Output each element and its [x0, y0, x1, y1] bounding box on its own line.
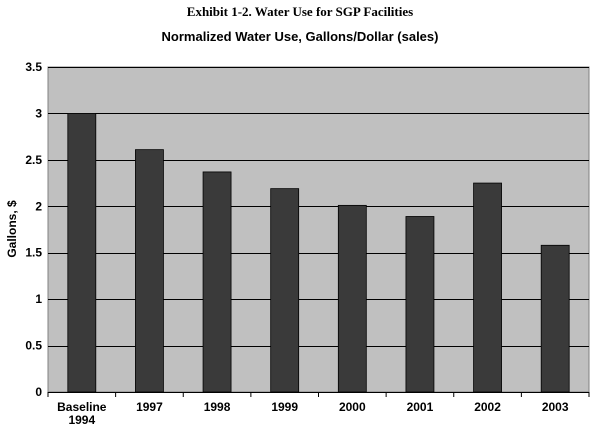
bar	[270, 188, 300, 393]
bar	[135, 149, 164, 393]
bars	[67, 113, 570, 393]
chart-title: Normalized Water Use, Gallons/Dollar (sa…	[161, 29, 439, 44]
x-tick-label: 2000	[339, 400, 366, 414]
y-tick-label: 3.5	[25, 60, 42, 74]
y-tick-label: 0	[35, 385, 42, 399]
y-tick-label: 0.5	[25, 339, 42, 353]
y-tick-label: 3	[35, 106, 42, 120]
y-tick-label: 2.5	[25, 153, 42, 167]
x-tick-label: 1997	[136, 400, 163, 414]
y-tick-labels: 0 0.5 1 1.5 2 2.5 3 3.5	[25, 60, 42, 399]
x-tick-label: 1998	[204, 400, 231, 414]
y-tick-label: 1.5	[25, 246, 42, 260]
bar	[67, 113, 97, 393]
y-axis-label: Gallons, $	[5, 200, 19, 258]
y-tick-label: 2	[35, 199, 42, 213]
bar	[337, 204, 367, 393]
x-tick-label: 2003	[542, 400, 569, 414]
x-tick-labels: Baseline 1994 1997 1998 1999 2000 2001 2002 2003	[57, 400, 569, 427]
bar	[202, 171, 232, 393]
x-tick-label: 2001	[407, 400, 434, 414]
exhibit-title: Exhibit 1-2. Water Use for SGP Facilitie…	[186, 4, 414, 19]
x-tick-label: 2002	[474, 400, 501, 414]
x-tick-label: 1999	[271, 400, 298, 414]
bar	[405, 216, 435, 393]
bar	[540, 244, 570, 393]
bar	[473, 182, 502, 393]
y-tick-label: 1	[35, 292, 42, 306]
x-tick-label: Baseline 1994	[57, 400, 107, 427]
plot-area	[47, 66, 590, 393]
x-tick-marks	[47, 392, 590, 397]
